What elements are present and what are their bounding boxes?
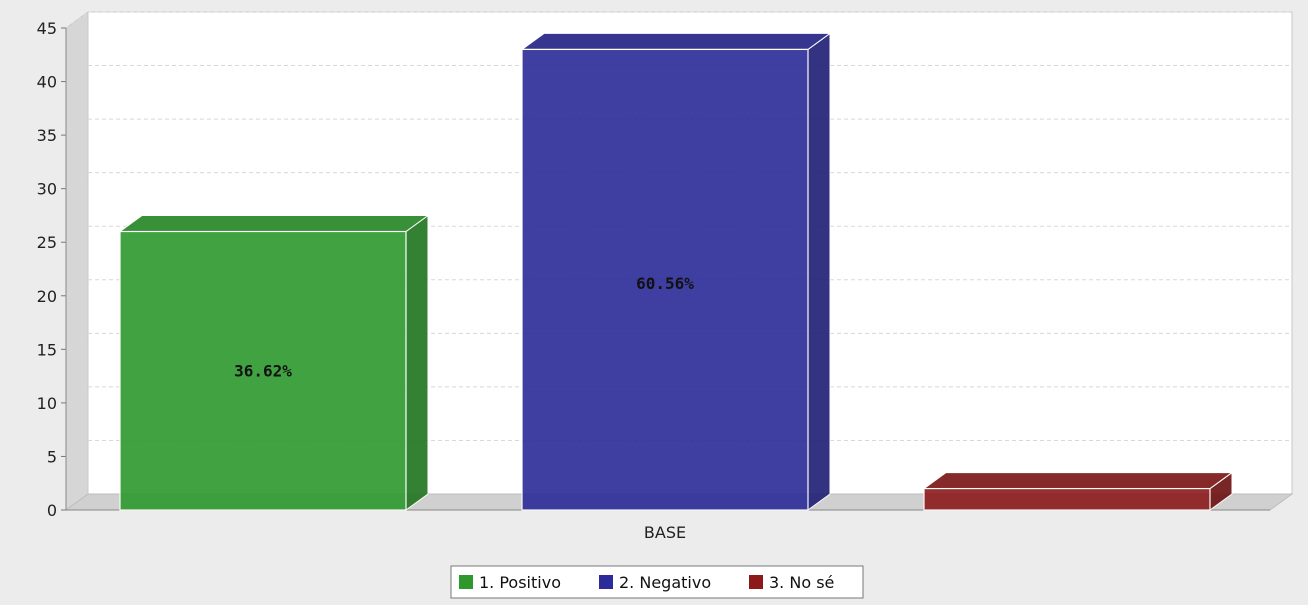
gridline-side xyxy=(65,332,89,350)
gridline-side xyxy=(65,279,89,297)
bar-front xyxy=(521,48,809,511)
bar-top xyxy=(922,472,1234,490)
bar-1 xyxy=(118,214,430,511)
bar-side xyxy=(807,32,831,511)
legend: 1. Positivo 2. Negativo 3. No sé xyxy=(450,565,864,599)
gridline-side xyxy=(65,118,89,136)
bar-side xyxy=(405,214,429,511)
legend-swatch xyxy=(459,575,473,589)
gridline-side xyxy=(65,440,89,457)
legend-swatch xyxy=(749,575,763,589)
y-tick-label: 45 xyxy=(37,19,57,38)
legend-swatch xyxy=(599,575,613,589)
gridline-side xyxy=(65,225,89,243)
data-label: 36.62% xyxy=(234,361,292,380)
y-tick-label: 25 xyxy=(37,233,57,252)
bar-3 xyxy=(922,471,1234,511)
bars xyxy=(118,32,1234,511)
y-tick-label: 5 xyxy=(47,447,57,466)
y-tick-label: 35 xyxy=(37,126,57,145)
gridline-side xyxy=(65,172,89,190)
y-tick-label: 15 xyxy=(37,340,57,359)
bar-2 xyxy=(520,32,832,511)
legend-label: 1. Positivo xyxy=(479,573,561,592)
legend-label: 2. Negativo xyxy=(619,573,711,592)
legend-box xyxy=(450,565,864,599)
bar-top xyxy=(118,215,430,233)
legend-label: 3. No sé xyxy=(769,573,834,592)
bar-front xyxy=(923,487,1211,511)
y-tick-label: 40 xyxy=(37,73,57,92)
y-tick-label: 10 xyxy=(37,394,57,413)
y-tick-label: 0 xyxy=(47,501,57,520)
y-tick-label: 30 xyxy=(37,180,57,199)
gridline-side xyxy=(65,386,89,404)
bar-top xyxy=(520,32,832,50)
gridline-side xyxy=(65,11,89,29)
bar-front xyxy=(119,230,407,511)
x-axis: BASE xyxy=(644,523,686,542)
data-label: 60.56% xyxy=(636,274,694,293)
gridline-side xyxy=(65,65,89,82)
side-wall xyxy=(65,11,89,511)
y-tick-label: 20 xyxy=(37,287,57,306)
data-labels: 36.62% 60.56% xyxy=(234,274,694,380)
x-tick-label: BASE xyxy=(644,523,686,542)
